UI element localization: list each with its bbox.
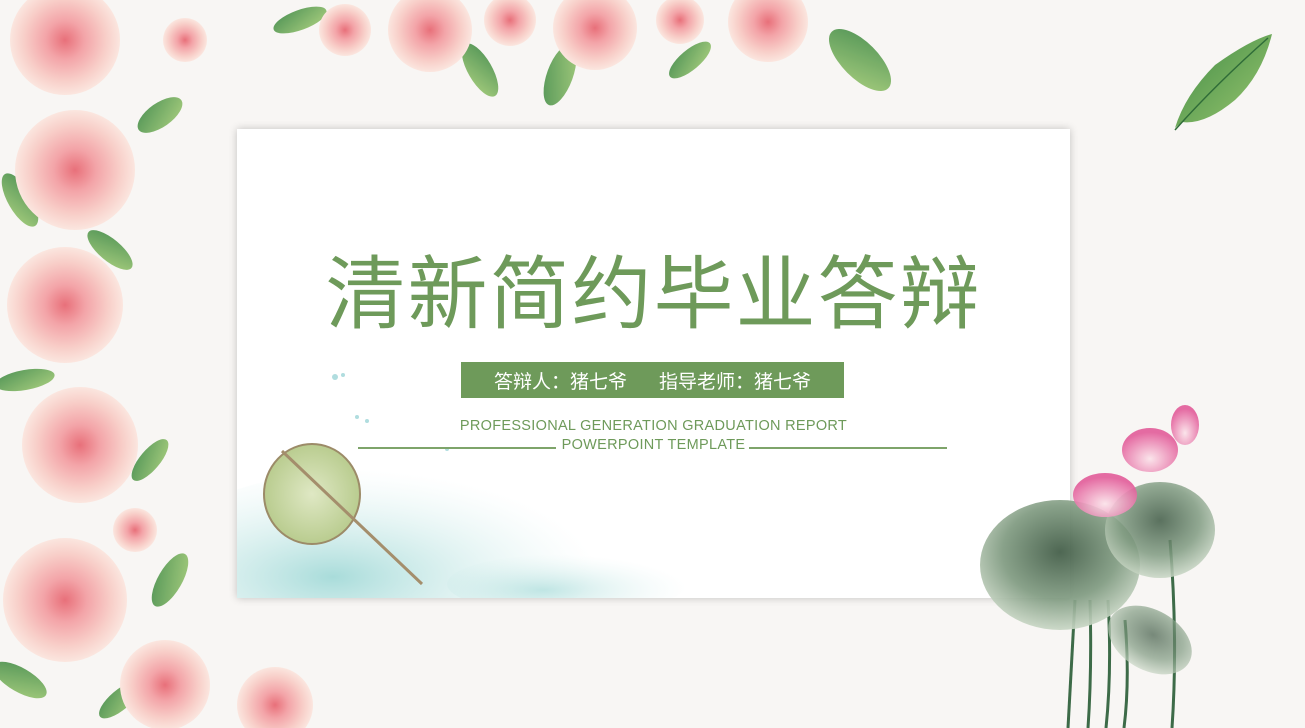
subtitle-line-2: POWERPOINT TEMPLATE — [561, 437, 746, 453]
divider-left — [358, 447, 556, 449]
green-leaf-icon — [1174, 34, 1272, 131]
presenter-bar: 答辩人：猪七爷 指导老师：猪七爷 — [461, 362, 844, 398]
fan-icon — [263, 443, 424, 586]
title-card: 清新简约毕业答辩 答辩人：猪七爷 指导老师：猪七爷 PROFESSIONAL G… — [237, 129, 1070, 598]
subtitle-line-1: PROFESSIONAL GENERATION GRADUATION REPOR… — [459, 418, 848, 434]
rose-flower-icon — [3, 0, 808, 728]
divider-right — [749, 447, 947, 449]
watercolor-fan-decoration — [237, 373, 687, 598]
advisor-label: 指导老师：猪七爷 — [659, 370, 812, 393]
presenter-label: 答辩人：猪七爷 — [493, 370, 627, 393]
slide-title: 清新简约毕业答辩 — [325, 248, 982, 341]
